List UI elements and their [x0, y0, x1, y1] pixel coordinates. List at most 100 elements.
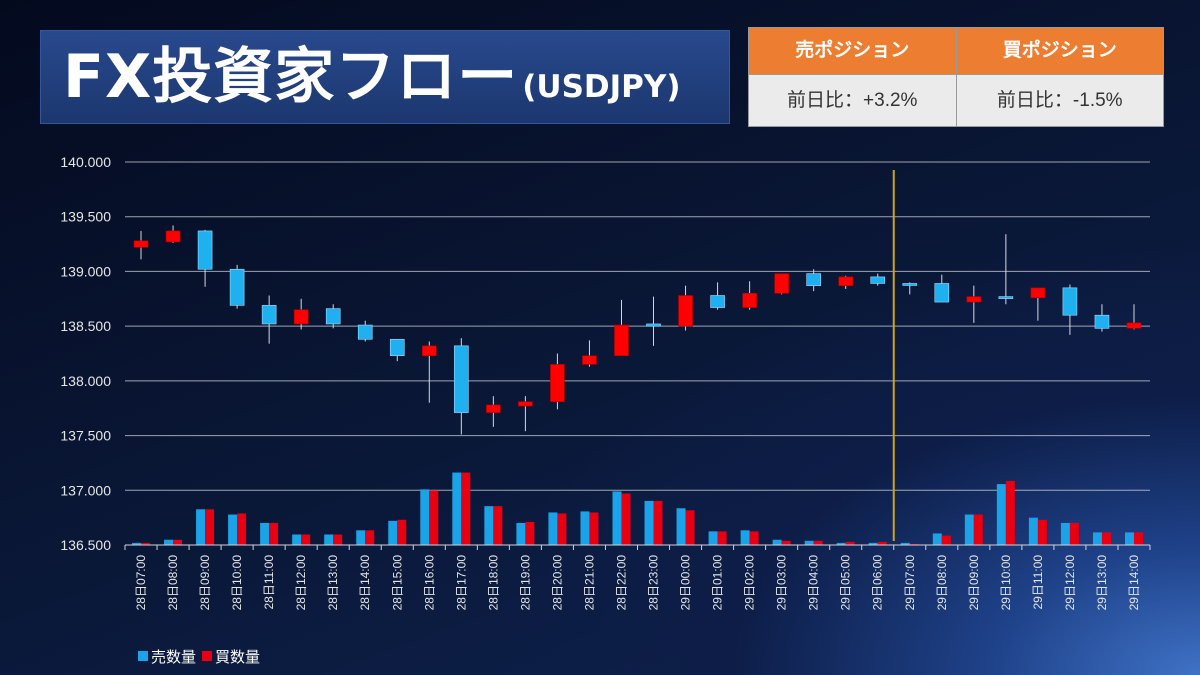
- candle-body: [165, 230, 181, 243]
- candle-body: [806, 273, 821, 286]
- sell-volume-bar: [356, 530, 366, 545]
- x-tick-label: 29日14:00: [1127, 555, 1141, 611]
- x-tick-label: 28日13:00: [326, 555, 340, 611]
- x-tick-label: 28日16:00: [422, 555, 436, 611]
- buy-position-column: 買ポジション 前日比：-1.5%: [955, 28, 1163, 126]
- x-tick-label: 28日11:00: [262, 555, 276, 610]
- sell-volume-bar: [1124, 532, 1134, 545]
- candle-body: [421, 345, 437, 356]
- x-tick-label: 28日20:00: [550, 555, 564, 611]
- x-tick-label: 29日05:00: [839, 555, 853, 611]
- candle-body: [998, 296, 1014, 299]
- buy-volume-bar: [397, 519, 407, 545]
- sell-volume-bar: [324, 534, 334, 545]
- sell-volume-bar: [964, 514, 974, 545]
- buy-position-change: 前日比：-1.5%: [956, 74, 1163, 126]
- buy-volume-bar: [141, 542, 151, 545]
- candle-body: [582, 355, 597, 365]
- x-tick-label: 28日14:00: [358, 555, 372, 611]
- sell-volume-legend-swatch: [138, 651, 148, 661]
- sell-volume-bar: [292, 534, 302, 545]
- candle-body: [934, 283, 950, 303]
- buy-volume-bar: [557, 513, 567, 545]
- candle-body: [646, 323, 661, 327]
- sell-volume-bar: [388, 520, 398, 545]
- y-tick-label: 137.500: [60, 428, 111, 444]
- buy-volume-bar: [525, 521, 535, 545]
- x-tick-label: 28日18:00: [486, 555, 500, 611]
- buy-volume-legend-swatch: [202, 651, 213, 661]
- buy-volume-bar: [941, 535, 951, 545]
- x-tick-labels: 28日07:00 28日08:00 28日09:00 28日10:00 28日11:00…: [134, 555, 1141, 611]
- x-tick-label: 29日13:00: [1095, 555, 1109, 611]
- sell-position-column: 売ポジション 前日比：+3.2%: [749, 28, 956, 126]
- sell-volume-bar: [1060, 522, 1070, 545]
- candle-body: [293, 309, 309, 325]
- sell-volume-bar: [708, 531, 718, 545]
- sell-volume-bar: [1092, 532, 1102, 545]
- sell-volume-bar: [644, 500, 654, 545]
- gridlines: 140.000 139.500 139.000 138.500 138.000 137.5…: [60, 154, 1150, 553]
- sell-volume-bar: [676, 508, 686, 545]
- buy-volume-bar: [493, 506, 503, 545]
- buy-volume-bar: [205, 509, 215, 545]
- candle-body: [325, 308, 341, 325]
- buy-volume-bar: [237, 513, 247, 545]
- x-axis-ticks: [124, 545, 1151, 550]
- sell-volume-bar: [516, 522, 526, 545]
- candle-body: [870, 276, 886, 284]
- sell-volume-bar: [580, 511, 590, 545]
- x-tick-label: 28日07:00: [134, 555, 148, 611]
- x-tick-label: 28日23:00: [647, 555, 661, 611]
- x-tick-label: 28日09:00: [198, 555, 212, 611]
- sell-volume-bar: [932, 533, 942, 545]
- buy-volume-bar: [813, 540, 823, 545]
- sell-volume-bar: [228, 514, 238, 545]
- page-title-symbol: (USDJPY): [522, 69, 681, 105]
- candle-body: [261, 305, 277, 325]
- x-tick-label: 29日11:00: [1031, 555, 1045, 610]
- y-tick-label: 139.500: [60, 209, 111, 225]
- sell-volume-bar: [900, 542, 910, 545]
- sell-volume-bar: [996, 484, 1006, 545]
- candle-body: [454, 345, 469, 413]
- sell-volume-bar: [196, 509, 206, 545]
- sell-volume-bar: [260, 522, 270, 545]
- sell-volume-bar: [484, 506, 494, 545]
- sell-volume-bar: [452, 472, 462, 545]
- buy-position-header: 買ポジション: [956, 28, 1163, 74]
- buy-volume-bar: [717, 531, 727, 545]
- x-tick-label: 29日09:00: [967, 555, 981, 611]
- candle-body: [902, 283, 918, 286]
- x-tick-label: 29日12:00: [1063, 555, 1077, 611]
- sell-volume-legend-label: 売数量: [151, 648, 197, 666]
- buy-volume-bar: [589, 512, 599, 545]
- position-change-table: 売ポジション 前日比：+3.2% 買ポジション 前日比：-1.5%: [748, 27, 1164, 127]
- buy-volume-bar: [461, 472, 471, 545]
- sell-volume-bar: [836, 542, 846, 545]
- x-tick-label: 29日04:00: [807, 555, 821, 611]
- sell-volume-bar: [868, 542, 878, 545]
- candle-body: [774, 273, 789, 294]
- y-tick-label: 139.000: [60, 263, 111, 279]
- buy-volume-bar: [333, 534, 343, 545]
- candlesticks: [133, 225, 1142, 435]
- buy-volume-bar: [429, 490, 439, 545]
- candle-body: [1062, 287, 1078, 316]
- sell-volume-bar: [132, 542, 142, 545]
- buy-volume-bar: [1037, 519, 1047, 545]
- x-tick-label: 29日01:00: [711, 555, 725, 611]
- x-tick-label: 28日19:00: [518, 555, 532, 611]
- candle-body: [550, 364, 565, 402]
- candle-body: [1126, 322, 1142, 329]
- sell-volume-bar: [612, 491, 622, 545]
- x-tick-label: 29日03:00: [775, 555, 789, 611]
- x-tick-label: 28日17:00: [454, 555, 468, 611]
- sell-volume-bar: [548, 512, 558, 545]
- sell-volume-bar: [1028, 517, 1038, 545]
- candle-body: [133, 240, 149, 248]
- candle-body: [838, 276, 854, 286]
- y-tick-label: 136.500: [60, 537, 111, 553]
- candle-body: [678, 295, 693, 327]
- x-tick-label: 29日10:00: [999, 555, 1013, 611]
